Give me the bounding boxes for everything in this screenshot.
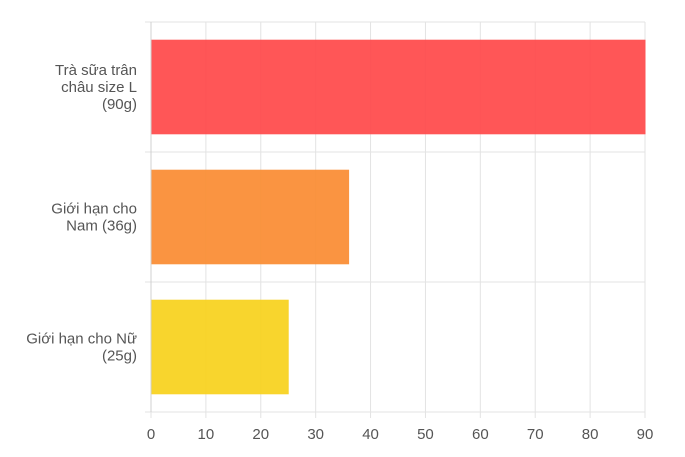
x-tick-label-60: 60 [472,426,489,443]
bar-2[interactable] [151,299,289,395]
x-tick-label-40: 40 [362,426,379,443]
x-tick-label-20: 20 [252,426,269,443]
x-tick-label-90: 90 [637,426,654,443]
label-layer: 0 10 20 30 40 50 60 70 80 90 Trà sữa trân châu size… [26,62,653,443]
category-label-1: Giới hạn cho Nam (36g) [51,201,137,235]
category-label-line: Giới hạn cho [51,201,137,218]
category-label-line: Nam (36g) [66,218,137,235]
bar-0[interactable] [151,39,646,135]
x-tick-label-30: 30 [307,426,324,443]
category-label-line: Giới hạn cho Nữ [26,331,137,348]
category-label-line: (90g) [102,96,137,113]
category-label-line: Trà sữa trân [55,62,137,79]
bar-1[interactable] [151,169,350,265]
category-label-2: Giới hạn cho Nữ (25g) [26,331,137,365]
x-tick-label-50: 50 [417,426,434,443]
category-label-line: (25g) [102,348,137,365]
x-tick-label-80: 80 [582,426,599,443]
x-tick-label-70: 70 [527,426,544,443]
x-tick-label-10: 10 [198,426,215,443]
x-tick-label-0: 0 [147,426,155,443]
bar-layer [151,39,646,395]
category-label-0: Trà sữa trân châu size L (90g) [55,62,137,113]
category-label-line: châu size L [61,79,137,96]
